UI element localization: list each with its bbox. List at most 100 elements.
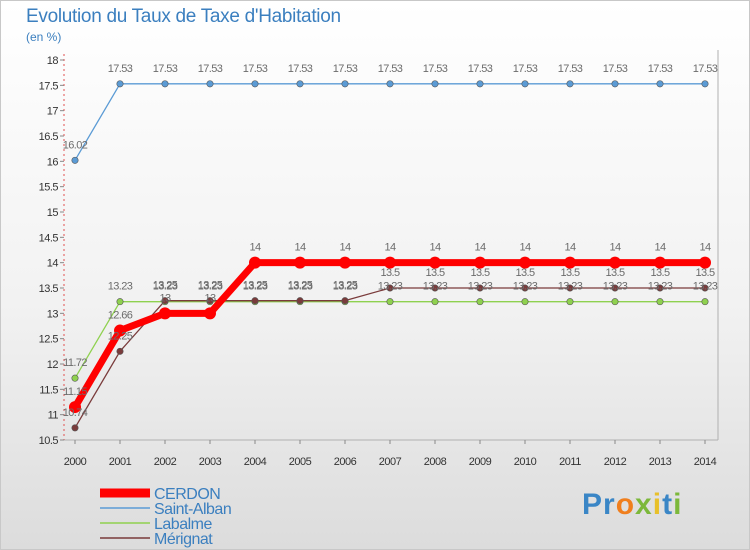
data-label: 17.53 — [378, 63, 403, 75]
x-tick-label: 2011 — [559, 456, 581, 468]
data-point — [654, 256, 666, 269]
series-line-saint-alban — [74, 83, 706, 161]
data-point — [611, 284, 619, 292]
data-label: 13.23 — [243, 281, 268, 293]
data-labels: 16.02 17.53 17.53 17.53 17.53 17.53 17.53 17.53… — [63, 63, 719, 419]
data-label: 14 — [654, 242, 666, 254]
data-point — [206, 297, 214, 305]
x-tick-label: 2003 — [199, 456, 222, 468]
data-label: 14 — [609, 242, 621, 254]
data-label: 17.53 — [468, 63, 493, 75]
data-label: 13.23 — [108, 281, 133, 293]
x-tick-label: 2004 — [244, 456, 267, 468]
data-point — [521, 284, 529, 292]
data-label: 17.53 — [558, 63, 583, 75]
logo-letter: P — [582, 488, 604, 521]
data-point — [474, 256, 486, 269]
data-label: 17.53 — [288, 63, 313, 75]
data-point — [116, 347, 124, 355]
data-label: 13.23 — [198, 281, 223, 293]
data-point — [114, 324, 126, 337]
data-point — [521, 298, 529, 306]
chart-title: Evolution du Taux de Taxe d'Habitation — [26, 6, 341, 27]
data-label: 14 — [474, 242, 486, 254]
data-label: 14 — [339, 242, 351, 254]
x-tick-label: 2001 — [109, 456, 132, 468]
x-tick-label: 2008 — [424, 456, 447, 468]
data-point — [384, 256, 396, 269]
data-label: 13.5 — [515, 267, 534, 279]
data-label: 13.23 — [468, 281, 493, 293]
data-label: 14 — [519, 242, 531, 254]
data-label: 13.5 — [695, 267, 714, 279]
data-label: 13.25 — [198, 280, 223, 292]
data-point — [386, 298, 394, 306]
data-point — [161, 80, 169, 88]
data-point — [431, 298, 439, 306]
data-label: 13.23 — [648, 281, 673, 293]
data-point — [251, 297, 259, 305]
data-point — [521, 80, 529, 88]
data-point — [611, 80, 619, 88]
data-label: 17.53 — [243, 63, 268, 75]
chart-axes: 10.5 11 11.5 12 12.5 13 13.5 14 14.5 15 15.5 16 16.5… — [39, 50, 719, 468]
data-point — [476, 298, 484, 306]
data-point — [116, 298, 124, 306]
proxiti-logo: Proxiti — [582, 488, 682, 522]
y-tick-label: 13 — [47, 308, 59, 320]
data-point — [71, 156, 79, 164]
data-point — [566, 298, 574, 306]
data-point — [611, 298, 619, 306]
data-point — [71, 424, 79, 432]
data-point — [206, 80, 214, 88]
logo-letter: i — [652, 488, 663, 521]
data-label: 14 — [564, 242, 576, 254]
data-point — [656, 80, 664, 88]
series-points — [69, 80, 711, 432]
data-label: 17.53 — [153, 63, 178, 75]
x-tick-label: 2000 — [64, 456, 87, 468]
data-label: 13.5 — [470, 267, 489, 279]
data-point — [519, 256, 531, 269]
legend-label: Saint-Alban — [154, 501, 231, 518]
data-point — [386, 80, 394, 88]
data-point — [69, 401, 81, 414]
y-tick-label: 16 — [47, 156, 59, 168]
y-tick-label: 15 — [47, 207, 59, 219]
x-tick-label: 2014 — [694, 456, 717, 468]
data-label: 13.23 — [603, 281, 628, 293]
data-point — [564, 256, 576, 269]
data-point — [609, 256, 621, 269]
y-tick-label: 14.5 — [39, 232, 59, 244]
y-tick-label: 16.5 — [39, 131, 59, 143]
logo-letter: i — [673, 488, 683, 521]
data-label: 14 — [699, 242, 711, 254]
data-label: 17.53 — [513, 63, 538, 75]
data-label: 13.23 — [423, 281, 448, 293]
data-point — [341, 297, 349, 305]
data-label: 13 — [204, 292, 216, 304]
data-point — [116, 80, 124, 88]
data-label: 17.53 — [603, 63, 628, 75]
data-label: 11.15 — [63, 386, 87, 398]
data-label: 13.25 — [153, 280, 178, 292]
data-point — [701, 298, 709, 306]
data-label: 10.74 — [63, 407, 88, 419]
logo-letter: t — [662, 488, 674, 521]
chart-unit-label: (en %) — [26, 30, 62, 44]
data-label: 12.66 — [108, 310, 133, 322]
data-label: 13.25 — [243, 280, 268, 292]
data-point — [429, 256, 441, 269]
data-point — [159, 307, 171, 320]
data-point — [386, 284, 394, 292]
data-point — [249, 256, 261, 269]
y-tick-label: 12 — [47, 359, 59, 371]
data-label: 13.23 — [333, 281, 358, 293]
data-point — [656, 284, 664, 292]
data-point — [656, 298, 664, 306]
data-label: 13.23 — [558, 281, 583, 293]
data-point — [566, 284, 574, 292]
